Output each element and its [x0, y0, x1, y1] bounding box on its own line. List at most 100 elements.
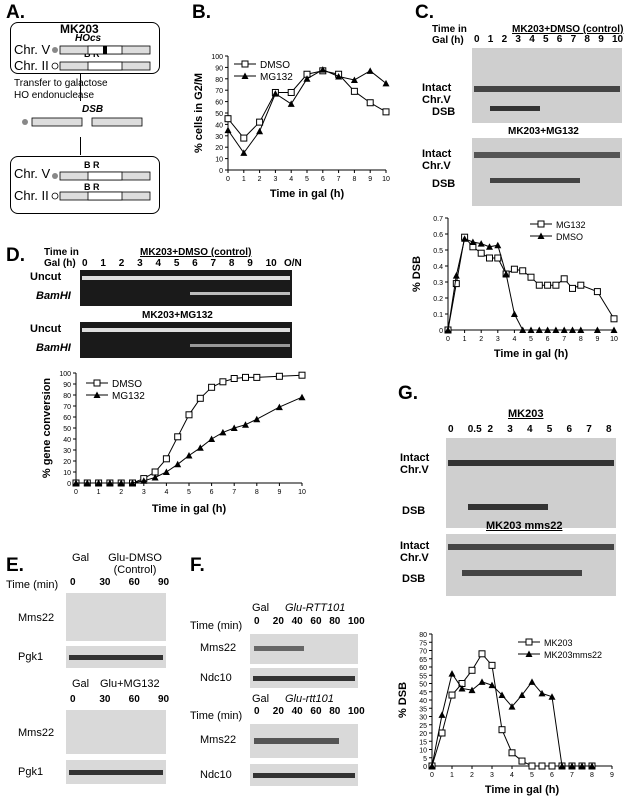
- x-axis-label: Time in gal (h): [152, 503, 227, 515]
- y-tick-label: 50: [63, 426, 71, 433]
- panel-e-times-1: 0 30 60 90: [70, 577, 169, 591]
- y-tick-label: 15: [419, 739, 427, 746]
- data-point: [560, 326, 568, 333]
- panel-f-time-label-2: Time (min): [190, 710, 243, 722]
- data-point: [452, 280, 460, 288]
- panel-d-lane-numbers: 0 1 2 3 4 5 6 7 8 9 10 O/N: [82, 258, 302, 270]
- x-tick-label: 10: [382, 176, 390, 183]
- x-tick-label: 7: [570, 772, 574, 779]
- data-point: [366, 99, 374, 107]
- data-point: [488, 681, 496, 689]
- data-point: [498, 691, 506, 699]
- panel-f-blot-ndc10-2: [250, 764, 358, 786]
- data-point: [230, 424, 238, 431]
- data-point: [488, 661, 496, 669]
- data-point: [72, 479, 80, 486]
- lane-number: 4: [529, 34, 535, 45]
- time-point: 20: [272, 616, 284, 627]
- data-point: [610, 315, 618, 323]
- x-tick-label: 6: [321, 176, 325, 183]
- y-tick-label: 65: [419, 657, 427, 664]
- data-point: [129, 479, 136, 486]
- data-point: [518, 757, 526, 765]
- lane-number: 6: [566, 424, 573, 435]
- lane-number: 6: [556, 34, 563, 45]
- lane-number: 3: [137, 258, 143, 269]
- lane-number: 2: [118, 258, 125, 269]
- data-point: [230, 375, 238, 382]
- data-point: [287, 100, 295, 107]
- y-tick-label: 70: [63, 404, 71, 411]
- panel-g-chart: 0 1 2 3 4 5 6 7 8 9051015202530354045505560657075…: [398, 632, 614, 796]
- data-point: [256, 127, 264, 135]
- panel-c-gel1-title: MK203+DMSO (control): [512, 24, 624, 35]
- legend-label: MG132: [112, 391, 145, 402]
- data-point: [117, 479, 125, 486]
- lane-number: 0: [448, 424, 454, 435]
- x-tick-label: 3: [490, 772, 494, 779]
- lane-number: O/N: [284, 258, 302, 269]
- panel-e-time-label-1: Time (min): [6, 579, 59, 591]
- panel-d-gel1-title: MK203+DMSO (control): [140, 247, 252, 258]
- x-tick-label: 9: [610, 772, 614, 779]
- panel-d-bamhi-1: BamHI: [36, 290, 71, 302]
- data-point: [478, 650, 486, 658]
- lane-number: 9: [247, 258, 253, 269]
- y-tick-label: 0.4: [433, 264, 443, 271]
- y-tick-label: 10: [63, 470, 71, 477]
- panel-e-gal-1: Gal: [72, 552, 90, 564]
- data-point: [544, 281, 552, 289]
- x-tick-label: 8: [352, 176, 356, 183]
- centromere-v: [52, 47, 58, 53]
- panel-e-prot2-2: Pgk1: [18, 766, 44, 778]
- series-line: [76, 374, 303, 484]
- data-point: [382, 79, 390, 87]
- data-point: [544, 326, 552, 333]
- dsb-right-fragment: [91, 117, 143, 127]
- data-point: [196, 444, 204, 451]
- pgk1-band-1: [69, 655, 163, 660]
- data-point: [569, 326, 576, 333]
- data-point: [538, 762, 546, 770]
- y-tick-label: 30: [63, 448, 71, 455]
- centromere-dsb: [22, 119, 28, 125]
- x-tick-label: 5: [529, 336, 533, 343]
- panel-d-uncut-2: Uncut: [30, 323, 62, 335]
- panel-e-cond1: Glu-DMSO (Control): [108, 552, 162, 576]
- series-line: [227, 69, 387, 154]
- data-point: [174, 460, 182, 468]
- time-point: 30: [99, 694, 111, 705]
- time-point: 90: [158, 694, 170, 705]
- panel-e-label: E.: [6, 555, 24, 576]
- data-point: [548, 762, 556, 770]
- lane-number: 5: [543, 34, 549, 45]
- data-point: [498, 726, 506, 734]
- data-point: [469, 238, 477, 245]
- data-point: [578, 762, 586, 769]
- x-tick-label: 1: [97, 489, 101, 496]
- d-gel1-uncut-band: [82, 276, 290, 280]
- panel-f-cond2: Glu-rtt101: [285, 693, 334, 705]
- legend-marker: [241, 72, 249, 79]
- x-tick-label: 4: [512, 336, 516, 343]
- y-tick-label: 0.3: [433, 280, 443, 287]
- panel-a-arrow-2: [80, 137, 81, 155]
- x-tick-label: 0: [74, 489, 78, 496]
- data-point: [577, 326, 585, 333]
- data-point: [444, 326, 452, 333]
- x-tick-label: 1: [450, 772, 454, 779]
- data-point: [452, 272, 460, 279]
- data-point: [174, 433, 182, 441]
- data-point: [83, 479, 91, 486]
- panel-e-blot-pgk1-2: [66, 760, 166, 784]
- panel-d-time-header: Time in Gal (h): [44, 247, 79, 269]
- panel-g-dsb-1: DSB: [402, 505, 426, 517]
- panel-a-top-box: [10, 22, 160, 74]
- panel-g-label: G.: [398, 383, 419, 404]
- data-point: [335, 73, 343, 80]
- panel-f-blot-mms22-2: [250, 724, 358, 758]
- legend-label: MK203mms22: [544, 650, 602, 660]
- time-point: 0: [70, 694, 76, 705]
- data-point: [508, 703, 516, 710]
